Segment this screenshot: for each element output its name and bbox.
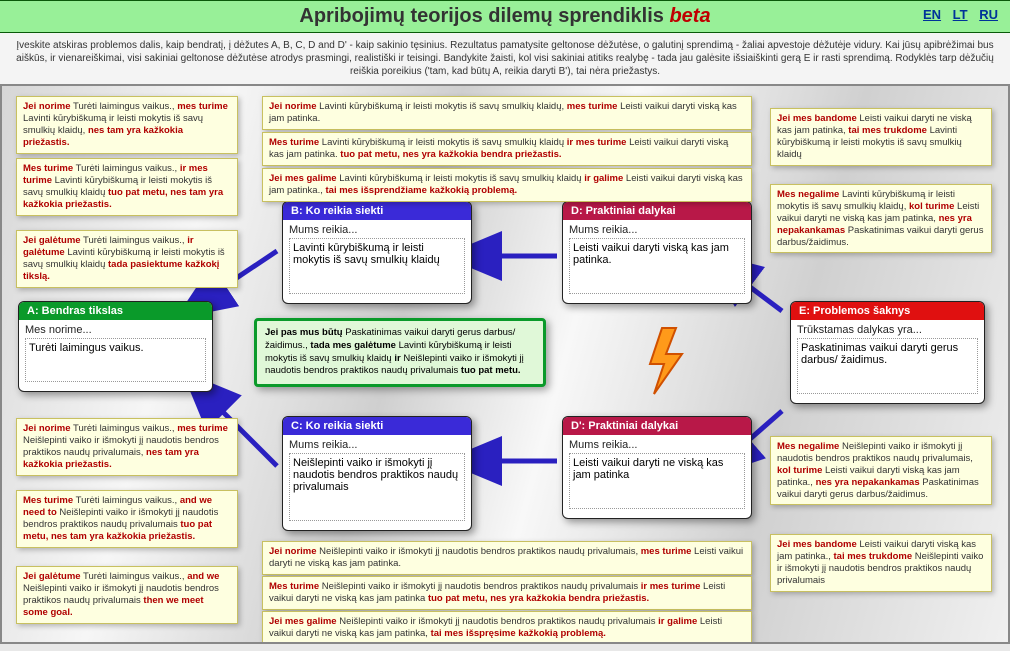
box-c-input[interactable] xyxy=(289,453,465,521)
diagram-canvas: A: Bendras tikslas Mes norime... B: Ko r… xyxy=(0,84,1010,644)
note-ab-1: Jei norime Turėti laimingus vaikus., mes… xyxy=(16,96,238,154)
note-cdp-2: Mes turime Neišlepinti vaiko ir išmokyti… xyxy=(262,576,752,610)
box-dprime-prompt: Mums reikia... xyxy=(569,439,745,451)
language-switcher: EN LT RU xyxy=(919,7,1002,22)
note-dpe-1: Mes negalime Neišlepinti vaiko ir išmoky… xyxy=(770,436,992,505)
box-dprime: D': Praktiniai dalykai Mums reikia... xyxy=(562,416,752,519)
note-bd-1: Jei norime Lavinti kūrybiškumą ir leisti… xyxy=(262,96,752,130)
box-b-prompt: Mums reikia... xyxy=(289,224,465,236)
box-a-header: A: Bendras tikslas xyxy=(19,302,212,320)
box-e-input[interactable] xyxy=(797,338,978,394)
box-d: D: Praktiniai dalykai Mums reikia... xyxy=(562,201,752,304)
t: tuo pat metu. xyxy=(461,365,521,376)
lang-lt[interactable]: LT xyxy=(953,7,968,22)
box-b: B: Ko reikia siekti Mums reikia... xyxy=(282,201,472,304)
note-bd-3: Jei mes galime Lavinti kūrybiškumą ir le… xyxy=(262,168,752,202)
box-d-input[interactable] xyxy=(569,238,745,294)
box-dprime-input[interactable] xyxy=(569,453,745,509)
box-e-header: E: Problemos šaknys xyxy=(791,302,984,320)
header: Apribojimų teorijos dilemų sprendiklis b… xyxy=(0,0,1010,33)
t: Jei pas mus būtų xyxy=(265,327,343,338)
box-e: E: Problemos šaknys Trūkstamas dalykas y… xyxy=(790,301,985,404)
note-ab-2: Mes turime Turėti laimingus vaikus., ir … xyxy=(16,158,238,216)
note-cdp-3: Jei mes galime Neišlepinti vaiko ir išmo… xyxy=(262,611,752,644)
box-dprime-header: D': Praktiniai dalykai xyxy=(563,417,751,435)
note-cdp-1: Jei norime Neišlepinti vaiko ir išmokyti… xyxy=(262,541,752,575)
note-ab-3: Jei galėtume Turėti laimingus vaikus., i… xyxy=(16,230,238,288)
box-e-prompt: Trūkstamas dalykas yra... xyxy=(797,324,978,336)
note-bd-2: Mes turime Lavinti kūrybiškumą ir leisti… xyxy=(262,132,752,166)
lang-en[interactable]: EN xyxy=(923,7,941,22)
box-d-prompt: Mums reikia... xyxy=(569,224,745,236)
t: tada mes galėtume xyxy=(310,340,396,351)
box-a-input[interactable] xyxy=(25,338,206,382)
box-c: C: Ko reikia siekti Mums reikia... xyxy=(282,416,472,531)
note-ac-3: Jei galėtume Turėti laimingus vaikus., a… xyxy=(16,566,238,624)
note-de-1: Jei mes bandome Leisti vaikui daryti ne … xyxy=(770,108,992,166)
box-d-header: D: Praktiniai dalykai xyxy=(563,202,751,220)
note-dpe-2: Jei mes bandome Leisti vaikui daryti vis… xyxy=(770,534,992,592)
note-de-2: Mes negalime Lavinti kūrybiškumą ir leis… xyxy=(770,184,992,253)
box-c-prompt: Mums reikia... xyxy=(289,439,465,451)
box-c-header: C: Ko reikia siekti xyxy=(283,417,471,435)
box-a-prompt: Mes norime... xyxy=(25,324,206,336)
note-ac-2: Mes turime Turėti laimingus vaikus., and… xyxy=(16,490,238,548)
box-b-header: B: Ko reikia siekti xyxy=(283,202,471,220)
note-ac-1: Jei norime Turėti laimingus vaikus., mes… xyxy=(16,418,238,476)
box-a: A: Bendras tikslas Mes norime... xyxy=(18,301,213,392)
conflict-icon xyxy=(642,326,692,408)
lang-ru[interactable]: RU xyxy=(979,7,998,22)
intro-text: Įveskite atskiras problemos dalis, kaip … xyxy=(0,33,1010,84)
beta-tag: beta xyxy=(669,5,710,27)
solution-note: Jei pas mus būtų Paskatinimas vaikui dar… xyxy=(254,318,546,387)
box-b-input[interactable] xyxy=(289,238,465,294)
page-title: Apribojimų teorijos dilemų sprendiklis b… xyxy=(10,5,1000,28)
title-text: Apribojimų teorijos dilemų sprendiklis xyxy=(299,5,664,27)
